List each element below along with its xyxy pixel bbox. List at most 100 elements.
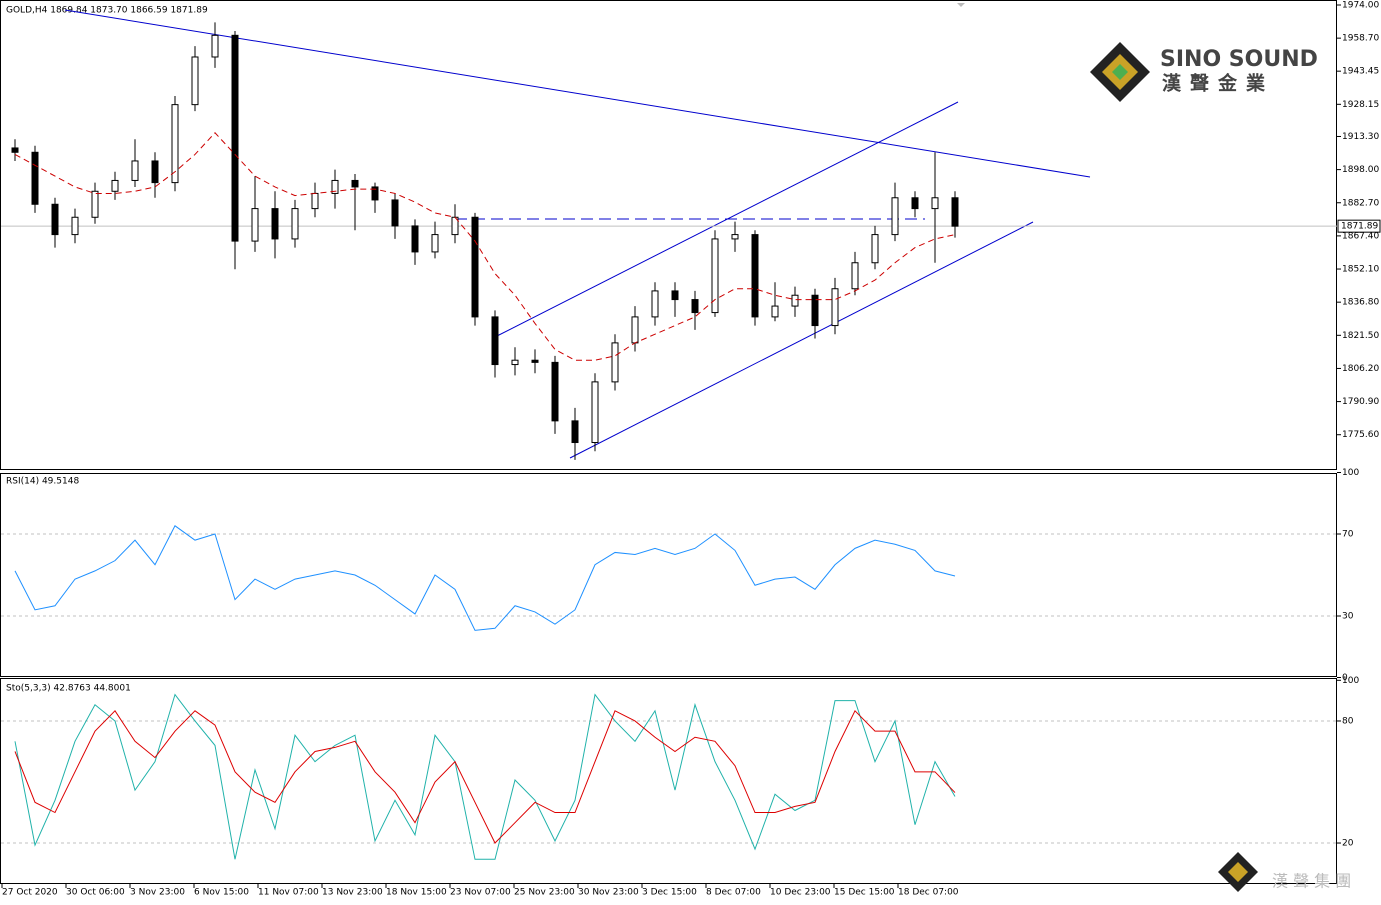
sto-title: Sto(5,3,3) 42.8763 44.8001 [6,684,131,694]
y-tick-label: 80 [1342,716,1354,726]
candle-body [311,192,319,210]
candle-body [171,104,179,184]
stochastic-pane [0,678,1337,884]
y-tick-label: 1836.80 [1342,298,1379,308]
candle-body [51,203,59,236]
logo-group: 漢 聲 集 團 [1272,872,1351,891]
candle-body [291,208,299,240]
x-tick-label: 23 Nov 07:00 [450,888,511,898]
candle-body [431,234,439,253]
current-price-label: 1871.89 [1341,222,1378,232]
candle-body [871,234,879,264]
candle-body [511,359,519,366]
candle-body [551,361,559,422]
candle-body [931,197,939,210]
y-tick-label: 1852.10 [1342,265,1379,275]
candle-body [471,216,479,318]
candle-body [591,381,599,444]
candle-body [331,179,339,194]
candle-body [891,197,899,236]
logo-chinese: 漢聲金業 [1162,72,1274,95]
y-tick-label: 1958.70 [1342,34,1379,44]
moving-average [14,132,956,361]
candle-body [411,225,419,253]
stochastic-line [14,693,956,860]
current-price-box [1337,219,1381,233]
y-tick-label: 1913.30 [1342,132,1379,142]
candle-body [951,197,959,227]
candle-body [271,208,279,240]
x-tick-label: 18 Nov 15:00 [386,888,447,898]
candle-body [811,294,819,327]
y-tick-label: 1928.15 [1342,100,1379,110]
logo-small-inner [1228,862,1248,882]
candle-body [111,179,119,192]
y-tick-label: 100 [1342,676,1359,686]
candle-body [371,186,379,201]
y-tick-label: 20 [1342,839,1354,849]
x-tick-label: 6 Nov 15:00 [194,888,249,898]
y-tick-label: 1943.45 [1342,67,1379,77]
x-tick-label: 30 Oct 06:00 [66,888,125,898]
candle-body [351,179,359,188]
rsi-pane [0,473,1337,677]
x-tick-label: 3 Nov 23:00 [130,888,185,898]
x-tick-label: 8 Dec 07:00 [706,888,761,898]
candle-body [791,294,799,307]
x-tick-label: 10 Dec 23:00 [770,888,831,898]
y-tick-label: 70 [1342,530,1354,540]
candle-body [251,208,259,242]
candle-body [91,190,99,218]
candle-body [651,290,659,318]
stochastic-line [14,709,956,844]
candle-body [11,147,19,153]
rsi-title: RSI(14) 49.5148 [6,477,79,487]
x-tick-label: 13 Nov 23:00 [322,888,383,898]
price-header: GOLD,H4 1869.84 1873.70 1866.59 1871.89 [6,6,208,16]
candle-body [751,234,759,318]
x-tick-label: 30 Nov 23:00 [578,888,639,898]
x-tick-label: 18 Dec 07:00 [898,888,959,898]
candle-body [391,199,399,227]
logo: SINO SOUND 漢聲金業 漢 聲 集 團 [1090,42,1351,892]
candle-body [831,288,839,327]
candle-body [231,34,239,242]
shift-marker [957,3,965,7]
candle-body [151,160,159,184]
candle-body [71,216,79,236]
candle-body [691,299,699,314]
x-tick-label: 11 Nov 07:00 [258,888,319,898]
candle-body [771,305,779,318]
logo-core [1112,64,1128,80]
y-tick-label: 30 [1342,612,1354,622]
channel-upper [492,101,959,339]
x-tick-label: 27 Oct 2020 [2,888,58,898]
candle-body [731,234,739,240]
candle-body [851,262,859,290]
candle-body [911,197,919,210]
y-tick-label: 1882.70 [1342,198,1379,208]
y-tick-label: 1790.90 [1342,397,1379,407]
channel-lower [569,221,1034,459]
y-tick-label: 1974.00 [1342,1,1379,11]
candle-body [131,160,139,181]
candle-body [191,56,199,106]
y-tick-label: 1821.50 [1342,331,1379,341]
y-tick-label: 1775.60 [1342,430,1379,440]
candle-body [571,420,579,444]
candle-body [671,290,679,301]
x-tick-label: 15 Dec 15:00 [834,888,895,898]
x-tick-label: 25 Nov 23:00 [514,888,575,898]
y-tick-label: 1898.00 [1342,165,1379,175]
candle-body [611,342,619,383]
logo-name: SINO SOUND [1160,47,1318,72]
x-tick-label: 3 Dec 15:00 [642,888,697,898]
candle-body [711,238,719,314]
candle-body [31,151,39,205]
candle-body [531,359,539,363]
y-tick-label: 1867.40 [1342,231,1379,241]
candle-body [631,316,639,344]
y-tick-label: 0 [1342,673,1348,683]
y-tick-label: 100 [1342,468,1359,478]
